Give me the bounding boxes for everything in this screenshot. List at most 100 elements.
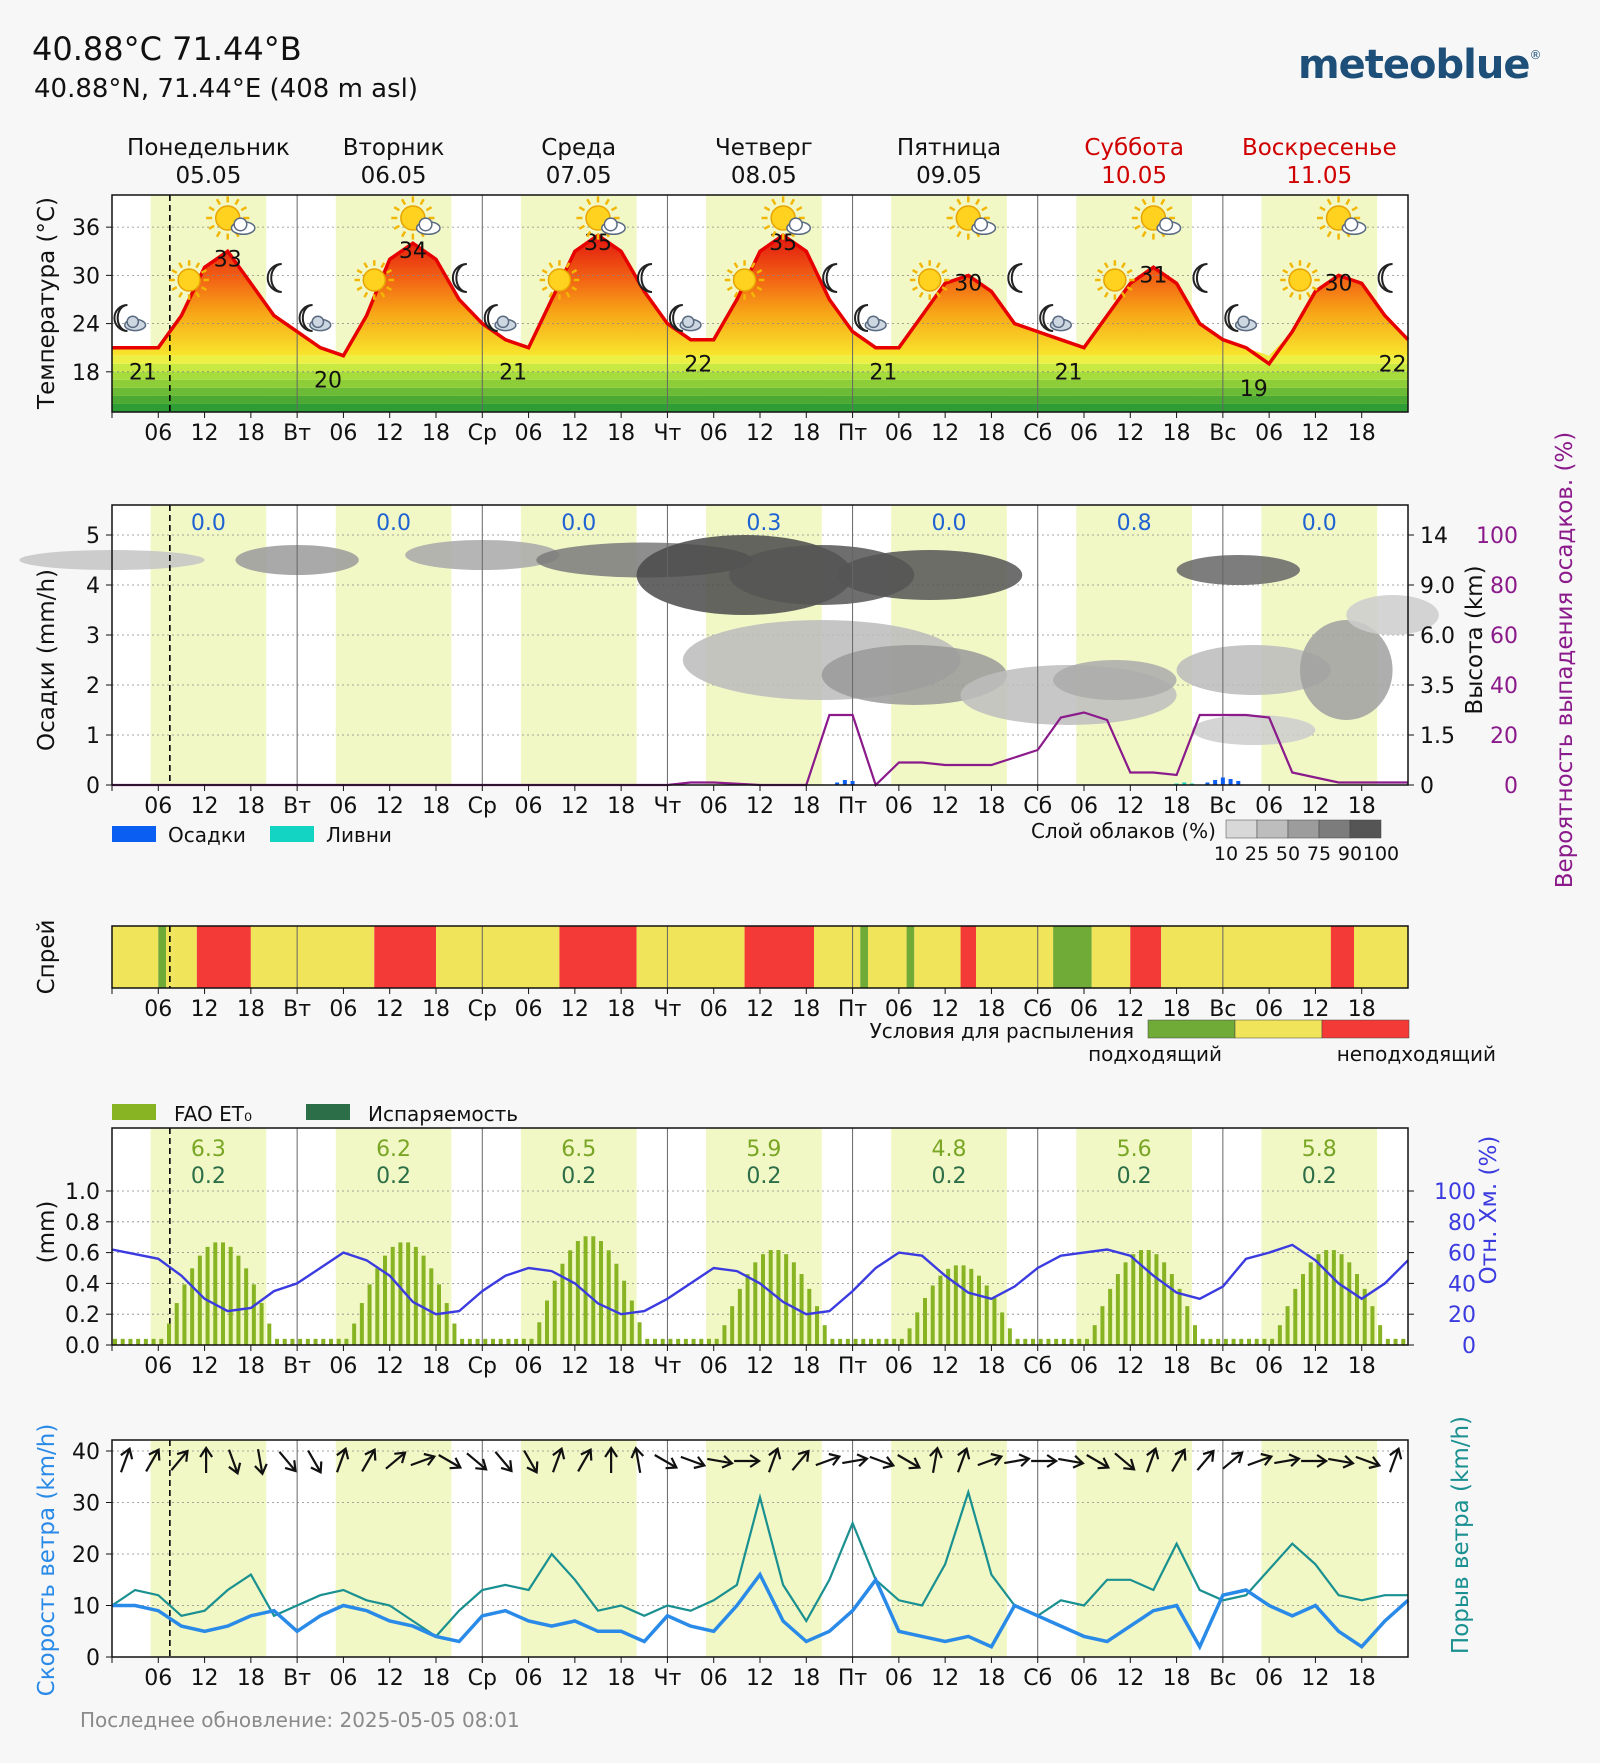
x-tick-label-hour: 12 <box>746 1354 774 1379</box>
et0-bar <box>629 1300 634 1345</box>
et0-bar <box>784 1254 789 1345</box>
x-tick-label-hour: 12 <box>1301 1354 1329 1379</box>
x-tick-label-hour: 18 <box>1163 794 1191 819</box>
arrow-shaft <box>842 1457 867 1465</box>
day-date-label: 09.05 <box>916 163 982 189</box>
sun-ray <box>1326 230 1332 238</box>
x-tick-label-hour: 18 <box>422 1666 450 1691</box>
arrow-shaft <box>438 1454 461 1468</box>
day-date-label: 05.05 <box>175 163 241 189</box>
sun-ray <box>1282 269 1289 274</box>
sun-ray <box>208 224 215 230</box>
cloud-shape <box>418 217 433 232</box>
sun-ray <box>208 206 215 212</box>
arrow-shaft <box>335 1449 347 1473</box>
x-tick-label-hour: 12 <box>376 1666 404 1691</box>
et0-bar <box>838 1338 843 1345</box>
wind-direction-arrow <box>630 1446 645 1474</box>
cloud-layer-blob <box>1176 645 1331 695</box>
x-tick-label-hour: 18 <box>422 421 450 446</box>
x-tick-label-day: Ср <box>468 421 497 446</box>
cloud-icon <box>864 315 887 332</box>
et0-bar <box>174 1303 179 1345</box>
et0-bar <box>923 1297 927 1345</box>
sun-ray <box>356 286 363 291</box>
cloud-legend-tick: 100 <box>1363 843 1399 865</box>
et0-bar <box>506 1338 511 1345</box>
sun-ray <box>1311 286 1318 291</box>
spray-segment <box>860 926 868 988</box>
wind-direction-arrow <box>1114 1452 1136 1471</box>
arrow-shaft <box>385 1452 406 1470</box>
et0-bar <box>1146 1250 1151 1345</box>
arrow-head <box>665 1457 679 1470</box>
temperature-band <box>112 363 1408 372</box>
wind-gust-line <box>111 1488 1408 1638</box>
cloud-legend-swatch <box>1225 819 1258 839</box>
et0-bar <box>413 1246 418 1345</box>
precip-bar <box>1213 780 1218 785</box>
et0-bar <box>845 1338 850 1345</box>
meteoblue-logo[interactable]: meteoblue® <box>1298 42 1542 88</box>
page-title: 40.88°C 71.44°В <box>32 30 302 68</box>
moon-icon <box>298 304 313 332</box>
arrow-shaft <box>1196 1451 1214 1471</box>
x-tick-label-hour: 06 <box>1070 1666 1098 1691</box>
sun-ray <box>363 262 369 269</box>
x-tick-label-day: Вс <box>1209 1666 1236 1691</box>
spray-segment <box>1330 926 1354 988</box>
wind-direction-arrow <box>791 1449 810 1471</box>
daily-et0-total: 5.6 <box>1117 1137 1152 1162</box>
wind-direction-arrow <box>1004 1453 1031 1468</box>
spray-segment <box>814 926 861 988</box>
arrow-head <box>1288 1453 1301 1468</box>
sun-ray <box>796 206 803 212</box>
et0-bar <box>398 1242 403 1345</box>
temperature-band <box>112 355 1408 364</box>
sun-icon <box>1095 260 1135 300</box>
et0-bar <box>1015 1338 1020 1345</box>
et0-bar <box>730 1306 735 1345</box>
cloud-icon <box>494 315 517 332</box>
daily-et0-total: 5.9 <box>746 1137 781 1162</box>
spray-segment <box>1130 926 1162 988</box>
x-tick-label-hour: 18 <box>607 1666 635 1691</box>
x-tick-label-hour: 12 <box>376 421 404 446</box>
cloud-layer-blob <box>1300 620 1393 720</box>
cloud-shape <box>1052 315 1065 329</box>
wind-direction-arrow <box>438 1454 463 1470</box>
et0-bar <box>1092 1325 1097 1345</box>
et0-bar <box>1169 1274 1174 1345</box>
sun-ray <box>771 230 777 238</box>
et0-bar <box>892 1338 897 1345</box>
x-tick-label-hour: 18 <box>607 997 635 1022</box>
et0-bar <box>668 1338 673 1345</box>
temperature-band <box>112 387 1408 396</box>
et0-legend-label: FAO ET₀ <box>174 1102 252 1126</box>
wind-direction-arrow <box>523 1450 539 1474</box>
et0-bar <box>1355 1274 1359 1345</box>
et0-bar <box>429 1268 434 1345</box>
x-tick-label-hour: 18 <box>237 1354 265 1379</box>
et0-bar <box>1123 1262 1128 1345</box>
sun-ray <box>400 198 407 206</box>
sun-ray <box>975 198 981 206</box>
x-tick-label-hour: 12 <box>376 794 404 819</box>
wind-direction-arrow <box>1196 1449 1215 1471</box>
temperature-band <box>112 395 1408 404</box>
spray-segment <box>960 926 976 988</box>
sun-ray <box>1166 206 1173 212</box>
sun-ray <box>1126 286 1133 291</box>
x-tick-label-hour: 18 <box>977 794 1005 819</box>
sun-ray <box>171 286 178 291</box>
arrow-shaft <box>1004 1457 1029 1465</box>
sun-ray <box>1097 286 1104 291</box>
arrow-shaft <box>931 1448 939 1474</box>
spray-legend-swatch <box>1321 1019 1410 1039</box>
daily-evaporation-total: 0.2 <box>1302 1164 1337 1189</box>
et0-bar <box>483 1338 488 1345</box>
arrow-head <box>604 1446 619 1458</box>
x-tick-label-hour: 06 <box>1255 1666 1283 1691</box>
cloud-legend-swatch <box>1256 819 1289 839</box>
cloud-icon <box>123 315 147 332</box>
